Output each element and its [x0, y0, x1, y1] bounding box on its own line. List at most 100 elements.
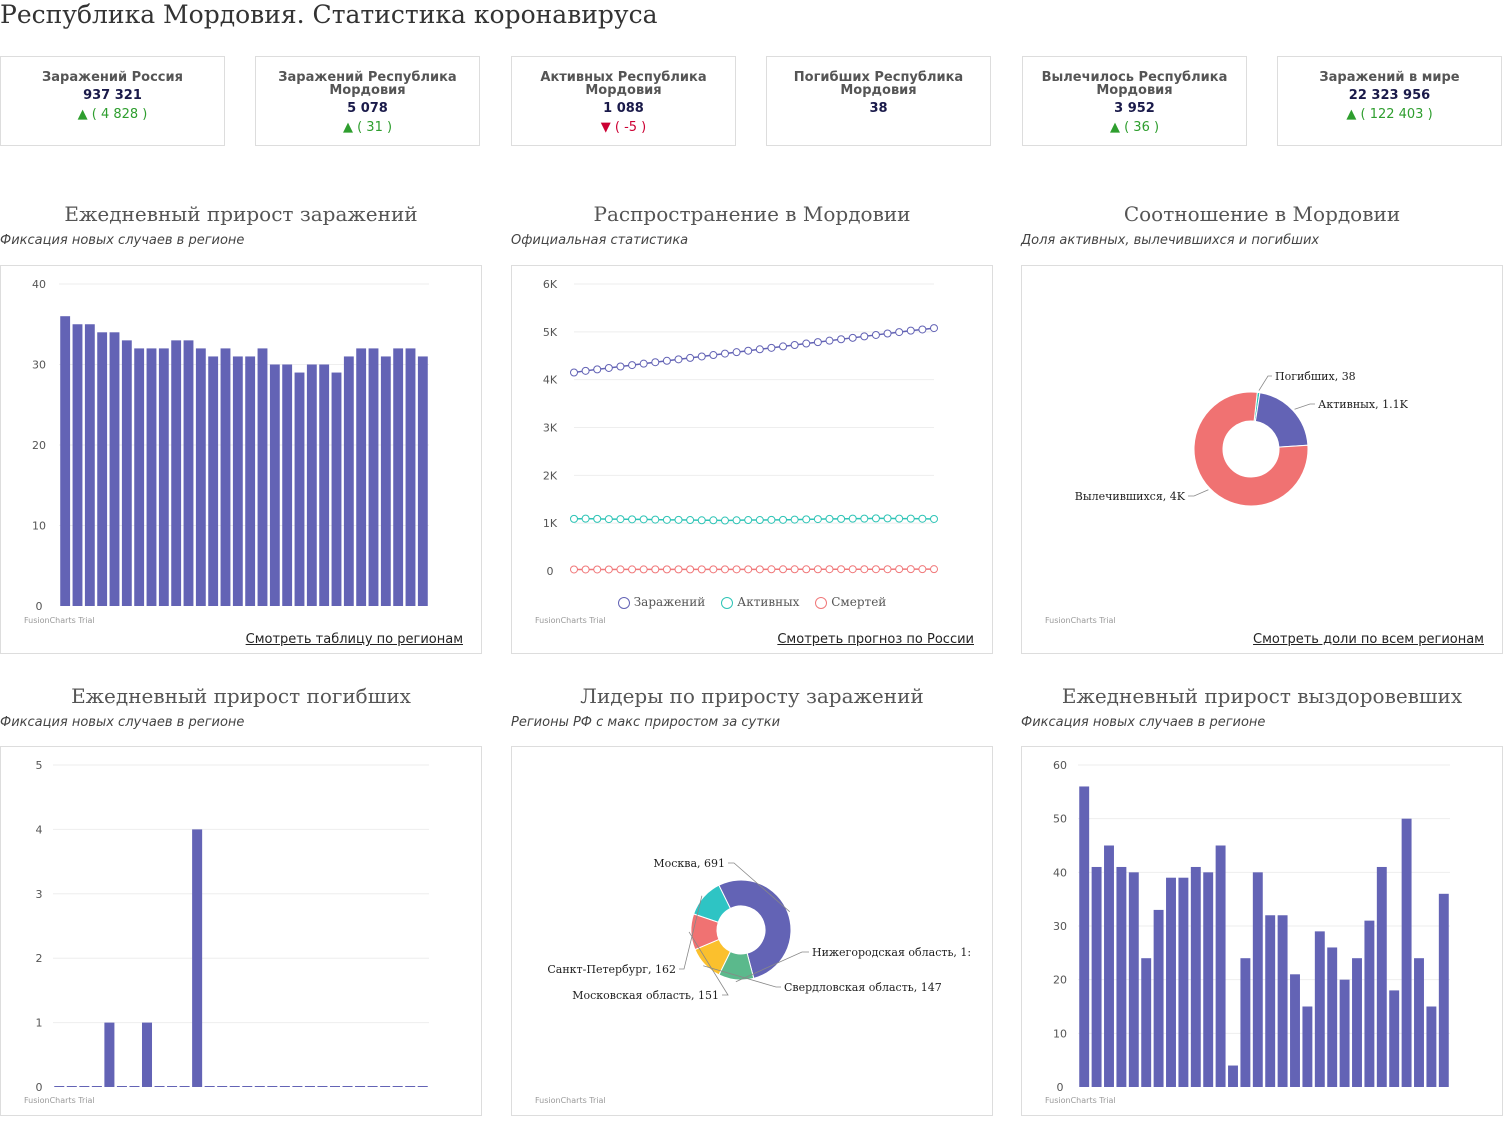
data-point [662, 356, 671, 365]
bar [167, 1086, 178, 1087]
slice-label: Активных, 1.1K [1318, 398, 1409, 411]
bar [1141, 958, 1152, 1087]
bar [104, 1022, 115, 1087]
bar [1389, 990, 1400, 1087]
data-point [837, 565, 846, 574]
bar [1352, 958, 1362, 1087]
leaders-svg: Москва, 691 Нижегородская область, 1: Свер… [547, 857, 971, 1002]
legend-item-active[interactable]: Активных [721, 595, 799, 609]
data-point [767, 515, 776, 524]
data-point [581, 366, 590, 375]
bar [1215, 845, 1226, 1087]
label-connector [1294, 403, 1315, 410]
stat-card-mordovia-deaths: Погибших Республика Мордовия 38 [766, 56, 991, 146]
stat-card-mordovia-recovered: Вылечилось Республика Мордовия 3 952 ▲ (… [1022, 56, 1247, 146]
bar [267, 1086, 278, 1087]
bar [195, 348, 206, 606]
y-tick-label: 0 [1057, 1081, 1064, 1094]
data-point [581, 565, 590, 574]
data-point [871, 330, 880, 339]
stat-delta: ▲ ( 36 ) [1023, 120, 1246, 135]
stat-delta: ▲ ( 122 403 ) [1278, 107, 1501, 122]
data-point [906, 326, 915, 335]
arrow-up-icon: ▲ [77, 107, 88, 122]
bar [1426, 1006, 1437, 1087]
data-point [930, 324, 938, 333]
bar [1128, 872, 1139, 1087]
chart-title: Ежедневный прирост погибших [71, 684, 411, 708]
label-connector [1258, 375, 1272, 391]
bar [331, 372, 342, 606]
bar [91, 1086, 102, 1087]
chart-title: Лидеры по приросту заражений [580, 684, 924, 708]
data-point [790, 565, 799, 574]
series-line [573, 517, 935, 522]
data-point [651, 358, 660, 367]
bar [405, 348, 416, 606]
data-point [732, 516, 741, 525]
stat-delta-value: ( 4 828 ) [91, 107, 148, 122]
data-point [767, 565, 776, 574]
data-point [732, 348, 741, 357]
stat-delta-value: ( 36 ) [1124, 120, 1160, 135]
stat-card-mordovia-infected: Заражений Республика Мордовия 5 078 ▲ ( … [255, 56, 480, 146]
y-tick-label: 4 [36, 823, 43, 836]
bar [317, 1086, 328, 1087]
bar [380, 1086, 391, 1087]
y-tick-label: 40 [1053, 866, 1067, 879]
page-title: Республика Мордовия. Статистика коронави… [0, 0, 658, 29]
bar [245, 356, 256, 606]
bar [269, 364, 280, 606]
bar [1190, 866, 1201, 1087]
bar [116, 1086, 127, 1087]
chart-title: Ежедневный прирост заражений [64, 202, 418, 226]
label-connector [688, 931, 729, 996]
daily-recovered-chart: 0 10 20 30 40 50 60 FusionCharts Trial [1021, 746, 1503, 1116]
y-tick-label: 10 [1053, 1027, 1067, 1040]
bar [141, 1022, 153, 1087]
legend-item-infected[interactable]: Заражений [617, 595, 705, 609]
data-point [930, 514, 938, 523]
trial-watermark: FusionCharts Trial [24, 616, 95, 625]
legend-label: Активных [737, 595, 800, 609]
data-point [802, 565, 811, 574]
data-point [639, 565, 648, 574]
data-point [570, 368, 578, 377]
legend-circle-icon [721, 596, 734, 609]
legend-item-deaths[interactable]: Смертей [815, 595, 886, 609]
data-point [860, 565, 869, 574]
bar [1327, 947, 1338, 1087]
bar [232, 356, 243, 606]
data-point [616, 362, 625, 371]
arrow-down-icon: ▼ [600, 120, 611, 135]
data-point [895, 514, 904, 523]
slice-label: Вылечившихся, 4K [1075, 490, 1186, 503]
regions-shares-link[interactable]: Смотреть доли по всем регионам [1253, 632, 1484, 647]
bar [1376, 866, 1387, 1087]
y-tick-label: 30 [32, 359, 46, 372]
bar [158, 348, 169, 606]
stat-card-world: Заражений в мире 22 323 956 ▲ ( 122 403 … [1277, 56, 1502, 146]
bar [392, 1086, 403, 1087]
stat-delta: ▲ ( 31 ) [256, 120, 479, 135]
spread-chart: 0 1K 2K 3K 4K 5K 6K Заражений Активных Смертей… [511, 265, 993, 654]
data-point [813, 515, 822, 524]
bar [368, 348, 379, 606]
y-tick-label: 3K [543, 422, 558, 435]
data-point [651, 565, 660, 574]
data-point [918, 325, 927, 334]
data-point [686, 353, 695, 362]
data-point [906, 565, 915, 574]
bar [1290, 974, 1300, 1087]
trial-watermark: FusionCharts Trial [1045, 1096, 1116, 1105]
russia-forecast-link[interactable]: Смотреть прогноз по России [777, 632, 974, 647]
regions-table-link[interactable]: Смотреть таблицу по регионам [245, 632, 463, 647]
data-point [604, 363, 613, 372]
y-tick-label: 40 [32, 278, 46, 291]
ratio-chart: Погибших, 38 Активных, 1.1K Вылечившихся, … [1021, 265, 1503, 654]
y-tick-label: 3 [36, 888, 43, 901]
bar [306, 364, 317, 606]
slice-label: Московская область, 151 [572, 989, 719, 1002]
data-point [744, 346, 753, 355]
bar [1116, 866, 1127, 1087]
